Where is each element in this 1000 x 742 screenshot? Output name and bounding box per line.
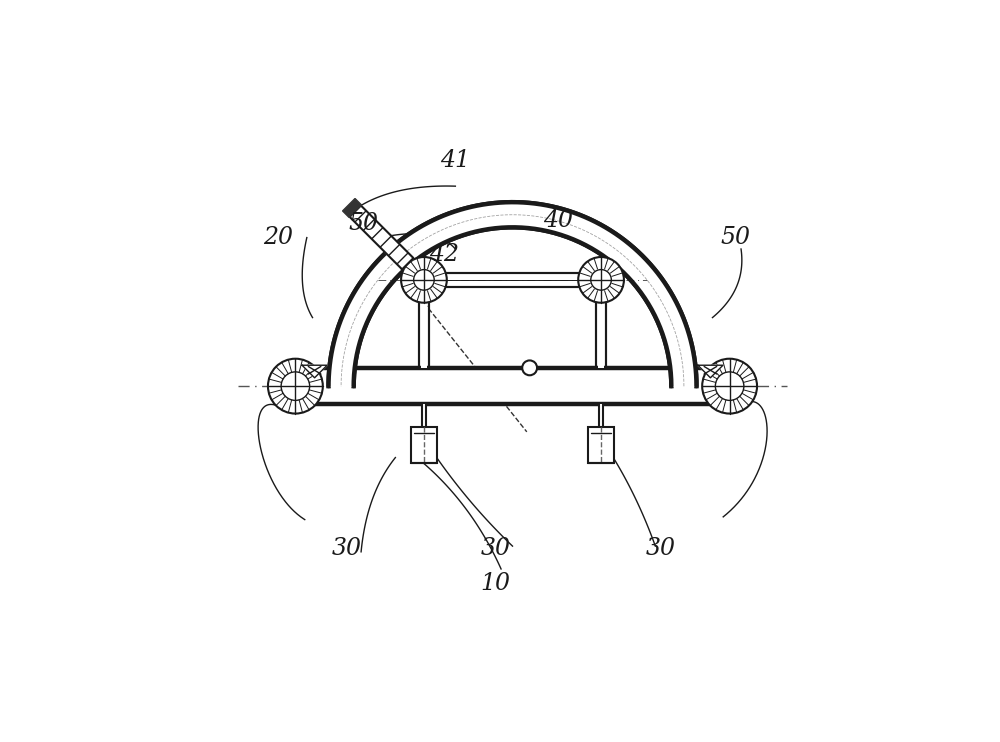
Circle shape [715, 372, 744, 401]
Bar [599, 404, 603, 427]
Text: 50: 50 [720, 226, 750, 249]
Text: 30: 30 [646, 537, 676, 560]
Circle shape [578, 257, 624, 303]
Text: 41: 41 [440, 149, 470, 172]
Polygon shape [329, 202, 696, 386]
Bar [421, 303, 427, 368]
Circle shape [522, 361, 537, 375]
Polygon shape [698, 365, 723, 378]
Bar [411, 427, 437, 463]
Circle shape [281, 372, 310, 401]
Text: 30: 30 [480, 537, 510, 560]
Circle shape [268, 358, 323, 413]
Text: 50: 50 [349, 211, 379, 234]
Polygon shape [343, 199, 361, 217]
Bar [588, 427, 614, 463]
Circle shape [414, 269, 434, 290]
Bar [295, 368, 730, 404]
Bar [598, 303, 604, 368]
Circle shape [401, 257, 447, 303]
Text: 30: 30 [332, 537, 362, 560]
Text: 40: 40 [543, 209, 573, 232]
Bar [422, 404, 426, 427]
Text: 10: 10 [480, 572, 510, 595]
Polygon shape [302, 365, 327, 378]
Polygon shape [350, 206, 413, 269]
Circle shape [702, 358, 757, 413]
Circle shape [591, 269, 611, 290]
Text: 20: 20 [263, 226, 293, 249]
Bar [447, 273, 578, 286]
Text: 42: 42 [429, 243, 459, 266]
